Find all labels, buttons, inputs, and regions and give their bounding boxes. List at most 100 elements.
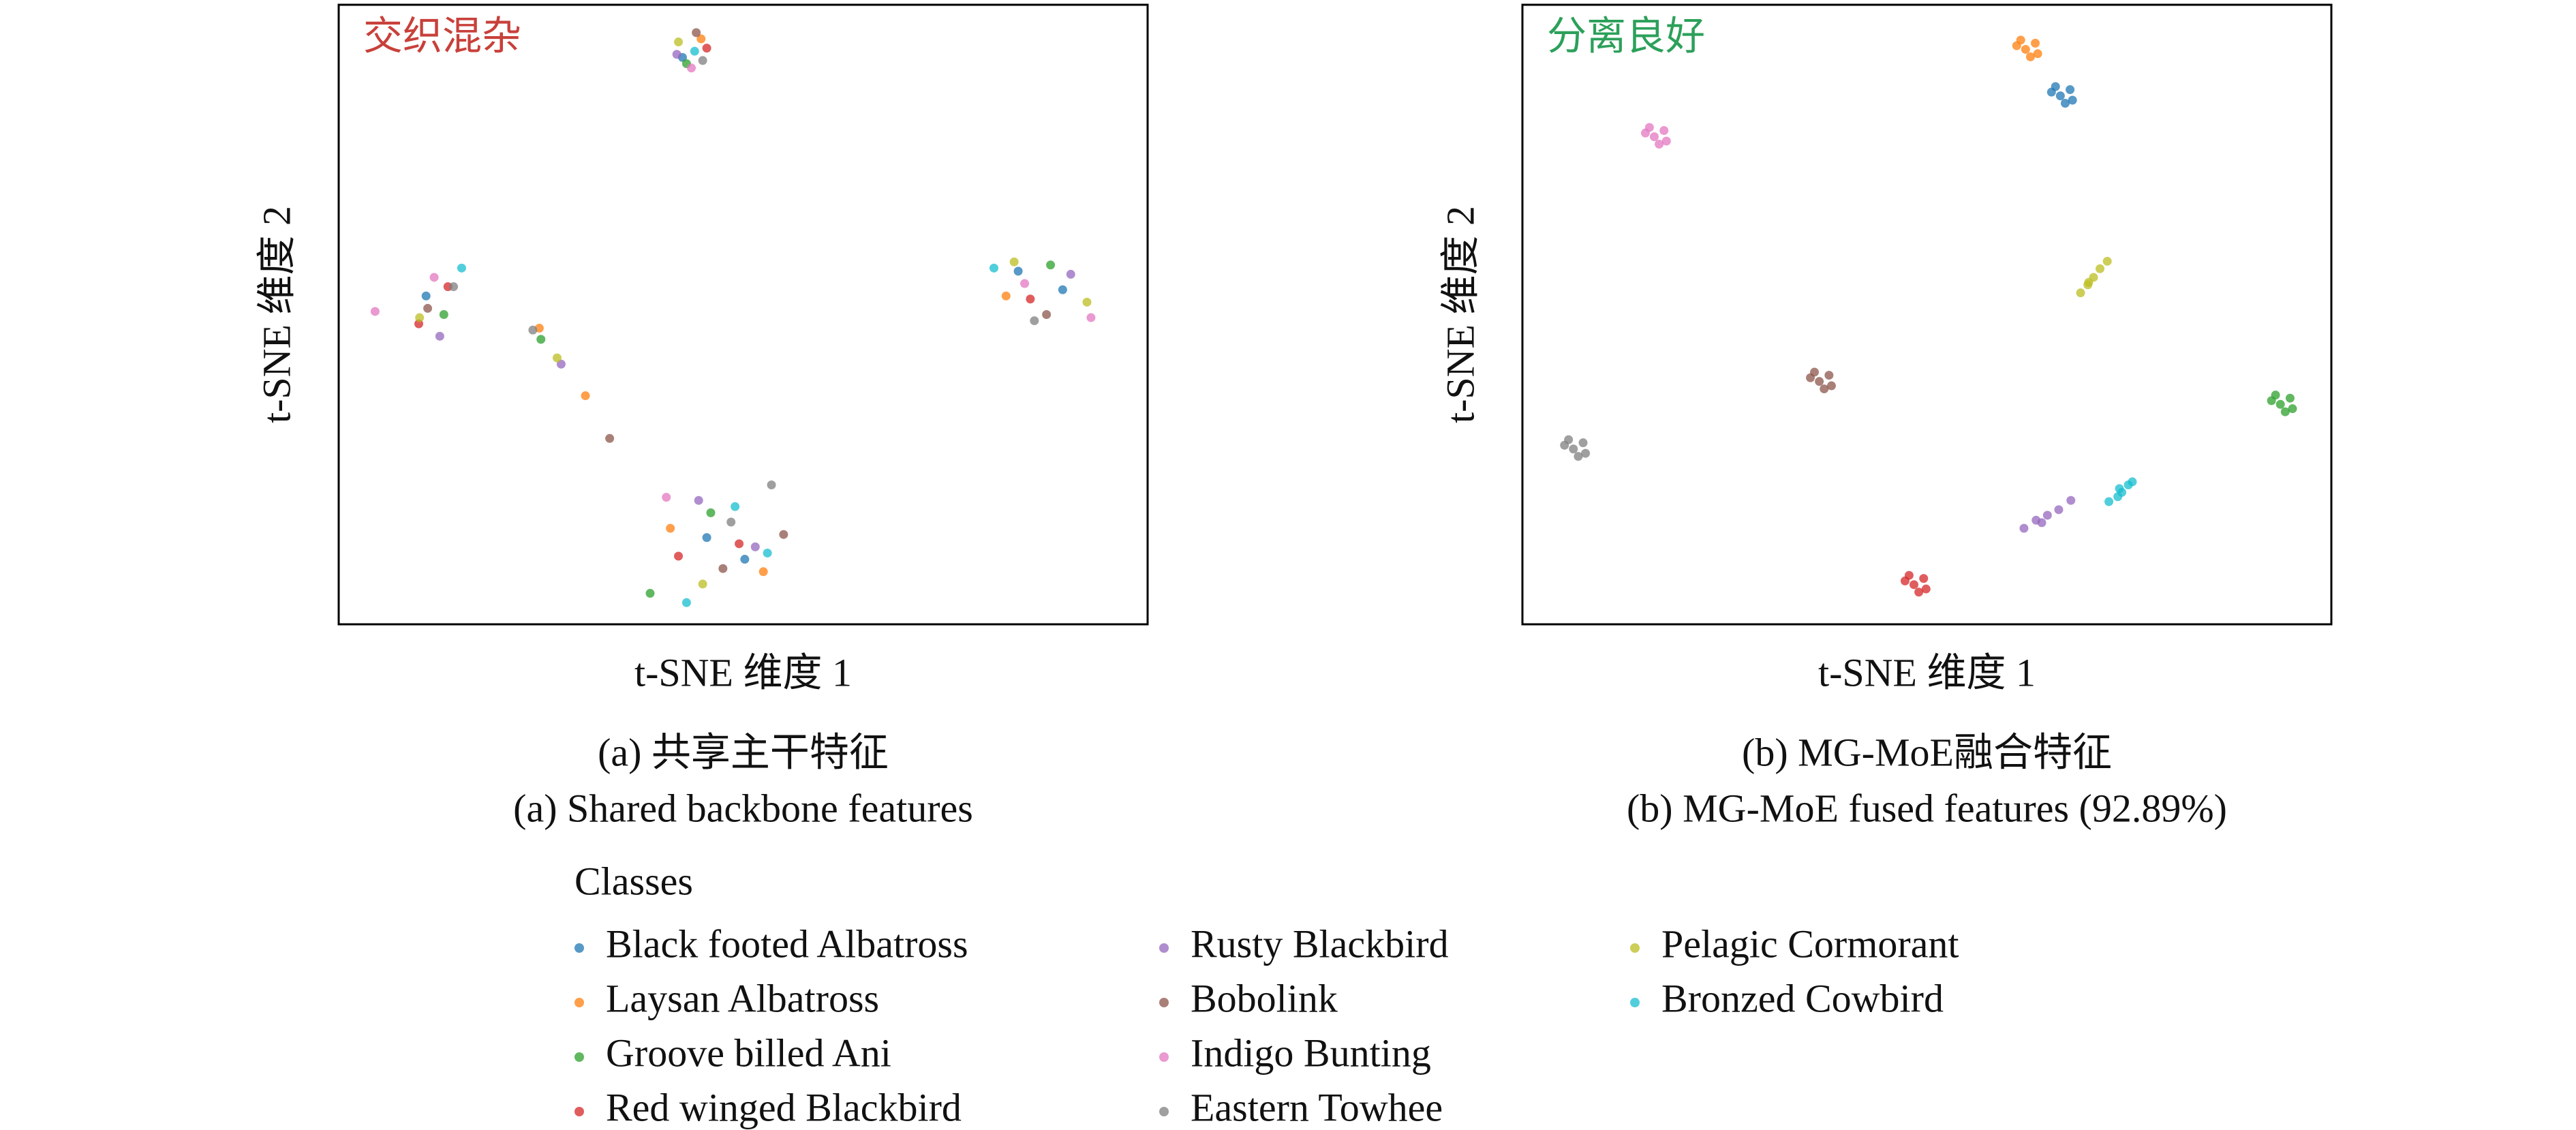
caption: (a) Shared backbone features <box>513 786 973 830</box>
point <box>1820 384 1829 394</box>
legend-marker <box>574 998 584 1007</box>
legend-label: Eastern Towhee <box>1191 1085 1443 1129</box>
point <box>605 433 615 443</box>
point <box>552 353 562 363</box>
point <box>672 50 681 59</box>
point <box>2066 85 2075 95</box>
point <box>1009 257 1019 266</box>
legend-marker <box>574 1052 584 1062</box>
point <box>763 548 772 558</box>
point <box>370 307 380 316</box>
point <box>2051 82 2060 91</box>
legend-label: Red winged Blackbird <box>606 1085 962 1129</box>
point <box>1082 297 1092 307</box>
point <box>1001 291 1011 301</box>
legend-marker <box>1159 943 1169 953</box>
point <box>1919 574 1929 583</box>
point <box>726 517 736 527</box>
point <box>1042 310 1052 319</box>
legend-marker <box>1159 1107 1169 1116</box>
point <box>1086 313 1096 322</box>
point <box>439 310 448 319</box>
caption: (a) 共享主干特征 <box>598 730 889 774</box>
plot-frame <box>1521 3 2333 626</box>
point <box>2055 91 2065 101</box>
point <box>2102 256 2112 266</box>
point <box>2076 288 2085 298</box>
point <box>740 555 750 564</box>
legend-label: Rusty Blackbird <box>1191 921 1449 966</box>
point <box>2054 505 2064 515</box>
x-axis-label: t-SNE 维度 1 <box>1818 650 2036 694</box>
point <box>2288 404 2297 414</box>
point <box>698 579 707 589</box>
point <box>2066 495 2076 505</box>
legend-label: Bobolink <box>1191 976 1338 1020</box>
point <box>2021 44 2030 54</box>
point <box>2019 523 2029 533</box>
point <box>1564 435 1574 444</box>
point <box>1824 371 1834 380</box>
legend-marker <box>574 943 584 953</box>
point <box>449 282 459 292</box>
point <box>429 273 439 282</box>
point <box>1581 448 1591 458</box>
point <box>1046 260 1056 270</box>
legend-label: Groove billed Ani <box>606 1030 891 1075</box>
point <box>706 508 716 517</box>
legend-title: Classes <box>574 859 693 903</box>
point <box>2016 35 2025 45</box>
point <box>645 589 655 598</box>
point <box>2280 407 2290 416</box>
point <box>415 313 425 322</box>
point <box>1661 136 1671 146</box>
point <box>1655 140 1664 149</box>
point <box>1026 294 1035 304</box>
caption: (b) MG-MoE融合特征 <box>1742 730 2112 774</box>
point <box>528 325 538 335</box>
point <box>1921 584 1931 594</box>
legend-marker <box>1159 1052 1169 1062</box>
point <box>758 567 768 577</box>
point <box>2068 95 2077 105</box>
annotation: 交织混杂 <box>363 14 521 58</box>
annotation: 分离良好 <box>1547 14 1705 58</box>
point <box>2115 484 2124 493</box>
legend-label: Black footed Albatross <box>606 921 968 966</box>
point <box>731 502 740 511</box>
point <box>690 46 699 56</box>
point <box>1659 126 1669 136</box>
point <box>2271 391 2280 400</box>
point <box>1578 438 1588 448</box>
point <box>718 564 728 573</box>
point <box>2031 38 2040 48</box>
point <box>1644 123 1654 132</box>
point <box>2025 52 2035 61</box>
legend-label: Bronzed Cowbird <box>1661 976 1944 1020</box>
point <box>2042 510 2052 520</box>
point <box>1569 444 1578 454</box>
point <box>2128 477 2137 487</box>
point <box>735 539 744 549</box>
point <box>1649 132 1659 142</box>
point <box>1810 367 1820 377</box>
point <box>666 523 675 533</box>
point <box>694 495 703 505</box>
legend-marker <box>1630 998 1640 1007</box>
x-axis-label: t-SNE 维度 1 <box>634 650 852 694</box>
point <box>1914 587 1924 597</box>
point <box>2060 99 2070 108</box>
point <box>767 480 776 489</box>
point <box>681 598 691 607</box>
plot-frame <box>337 3 1149 626</box>
point <box>692 28 701 37</box>
legend-marker <box>1159 998 1169 1007</box>
point <box>2037 518 2046 528</box>
point <box>2104 497 2114 506</box>
point <box>674 551 684 561</box>
point <box>1020 279 1030 288</box>
legend-marker <box>574 1107 584 1116</box>
point <box>702 44 711 53</box>
